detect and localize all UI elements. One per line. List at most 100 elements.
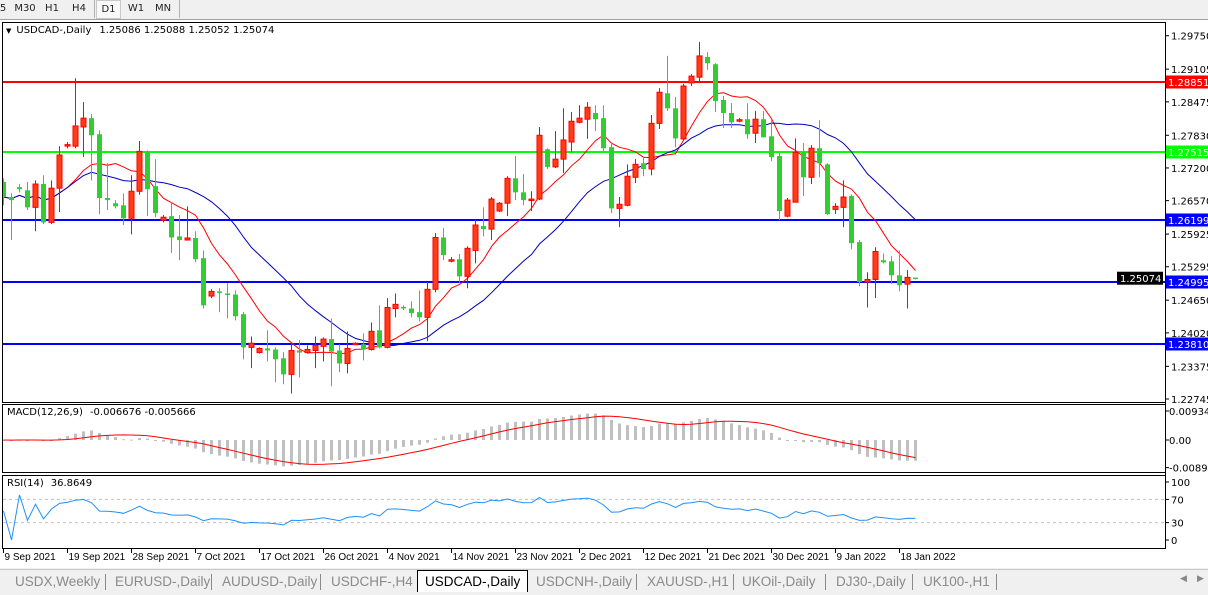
rsi-header: RSI(14) 36.8649 <box>7 478 92 490</box>
candle-body <box>25 190 30 207</box>
macd-histogram-bar <box>290 440 293 466</box>
candle-body <box>113 203 118 206</box>
macd-histogram-bar <box>426 440 429 443</box>
price-tick-label: 1.27200 <box>1171 164 1208 175</box>
candle <box>641 157 646 176</box>
candle-body <box>417 312 422 317</box>
candle-body <box>65 145 70 147</box>
candle <box>9 193 14 240</box>
candle-body <box>129 191 134 218</box>
candle-body <box>753 119 758 133</box>
tab-dj30-daily[interactable]: DJ30-,Daily <box>836 572 906 591</box>
date-tick-label: 9 Jan 2022 <box>837 552 887 563</box>
candle-body <box>9 197 14 200</box>
candles <box>1 42 918 394</box>
tab-separator <box>825 574 826 590</box>
candle <box>33 180 38 231</box>
macd-plot <box>2 414 917 467</box>
candle <box>697 42 702 82</box>
candle <box>521 174 526 205</box>
macd-histogram-bar <box>354 440 357 458</box>
scroll-left-icon[interactable]: ◀ <box>1180 574 1187 584</box>
tab-usdcad-daily[interactable]: USDCAD-,Daily <box>417 570 528 592</box>
macd-histogram-bar <box>450 435 453 440</box>
candle <box>777 153 782 220</box>
macd-histogram-bar <box>250 440 253 463</box>
hline-price-label: 1.23810 <box>1168 340 1208 351</box>
macd-histogram-bar <box>402 440 405 447</box>
macd-histogram-bar <box>330 440 333 460</box>
candle <box>633 159 638 183</box>
candle-body <box>561 140 566 159</box>
macd-tick-label: 0.00 <box>1169 436 1191 447</box>
candle-body <box>393 304 398 308</box>
macd-histogram-bar <box>130 440 133 441</box>
price-tick-label: 1.28475 <box>1171 98 1208 109</box>
macd-histogram-bar <box>898 440 901 460</box>
candle-body <box>137 151 142 191</box>
candle <box>905 270 910 308</box>
macd-histogram-bar <box>418 440 421 445</box>
macd-histogram-bar <box>842 440 845 447</box>
macd-histogram-bar <box>770 433 773 440</box>
candle <box>705 52 710 70</box>
tab-usdcnh-daily[interactable]: USDCNH-,Daily <box>536 572 632 591</box>
candle-body <box>913 278 918 280</box>
candle <box>441 228 446 260</box>
scroll-right-icon[interactable]: ▶ <box>1197 574 1204 584</box>
macd-histogram-bar <box>202 440 205 452</box>
candle <box>49 180 54 224</box>
candle-body <box>505 178 510 203</box>
candle-body <box>729 113 734 122</box>
candle-body <box>681 86 686 139</box>
macd-label: MACD(12,26,9) <box>7 407 83 419</box>
candle-body <box>513 178 518 192</box>
macd-histogram-bar <box>322 440 325 461</box>
macd-histogram-bar <box>618 423 621 440</box>
candle <box>873 247 878 298</box>
candle <box>673 97 678 147</box>
tab-audusd-daily[interactable]: AUDUSD-,Daily <box>222 572 317 591</box>
candle-body <box>185 238 190 240</box>
candle-body <box>209 291 214 296</box>
tab-usdx-weekly[interactable]: USDX,Weekly <box>15 572 100 591</box>
candle-body <box>809 148 814 177</box>
candle-body <box>33 184 38 207</box>
chart-tabs-bar: USDX,Weekly EURUSD-,Daily AUDUSD-,Daily … <box>0 569 1208 595</box>
macd-histogram-bar <box>818 440 821 442</box>
macd-histogram-bar <box>602 415 605 440</box>
candle <box>865 272 870 307</box>
candle-body <box>633 164 638 177</box>
candle <box>129 175 134 234</box>
macd-histogram-bar <box>810 440 813 442</box>
macd-histogram-bar <box>850 440 853 450</box>
candle <box>137 141 142 195</box>
price-tick-label: 1.26570 <box>1171 197 1208 208</box>
candle-body <box>473 225 478 250</box>
candle-body <box>769 136 774 157</box>
candle <box>473 219 478 263</box>
candle-body <box>353 343 358 345</box>
macd-histogram-bar <box>626 425 629 440</box>
candle-body <box>73 126 78 146</box>
candle-body <box>201 258 206 305</box>
date-tick-label: 12 Dec 2021 <box>645 552 702 563</box>
candle <box>345 331 350 373</box>
tab-xauusd-h1[interactable]: XAUUSD-,H1 <box>647 572 729 591</box>
candle <box>809 145 814 184</box>
macd-histogram-bar <box>122 439 125 440</box>
candle <box>193 231 198 262</box>
macd-histogram-bar <box>714 419 717 440</box>
macd-histogram-bar <box>890 440 893 459</box>
triangle-down-icon[interactable]: ▼ <box>6 25 11 37</box>
candle-body <box>705 57 710 63</box>
macd-histogram-bar <box>394 440 397 449</box>
candle-body <box>825 164 830 214</box>
hline-price-label: 1.24995 <box>1168 278 1208 289</box>
tab-eurusd-daily[interactable]: EURUSD-,Daily <box>115 572 210 591</box>
tab-uk100-h1[interactable]: UK100-,H1 <box>923 572 990 591</box>
date-tick-label: 28 Sep 2021 <box>133 552 190 563</box>
candle <box>273 347 278 382</box>
tab-ukoil-daily[interactable]: UKOil-,Daily <box>742 572 816 591</box>
tab-usdchf-h4[interactable]: USDCHF-,H4 <box>331 572 413 591</box>
